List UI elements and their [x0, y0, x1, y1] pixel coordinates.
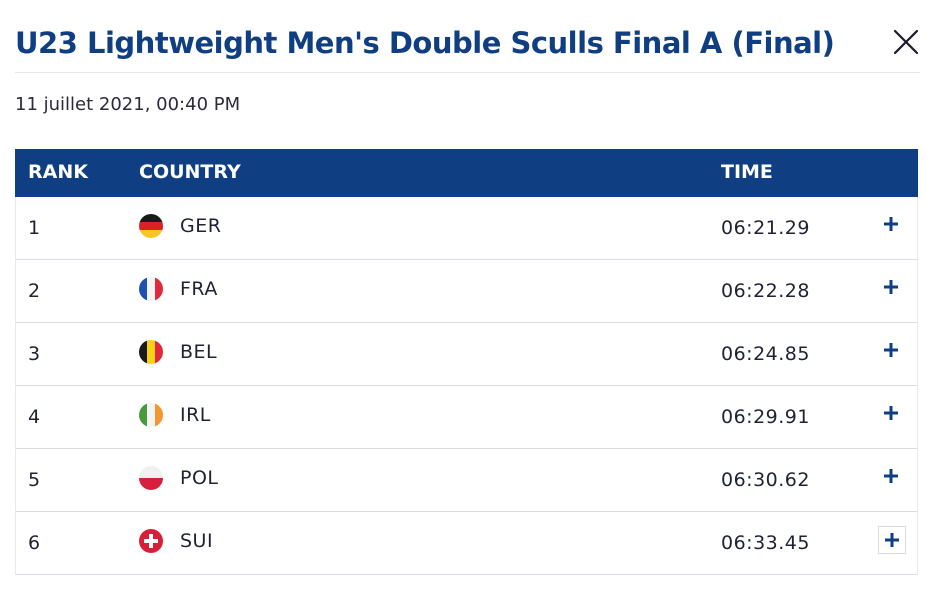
- table-row: 5 POL 06:30.62: [15, 449, 918, 512]
- france-flag-icon: [139, 277, 163, 301]
- rank-cell: 3: [28, 343, 41, 365]
- expand-row-button[interactable]: [878, 337, 906, 365]
- rank-cell: 2: [28, 280, 41, 302]
- country-code: FRA: [180, 278, 218, 300]
- time-cell: 06:24.85: [721, 343, 810, 365]
- table-row: 4 IRL 06:29.91: [15, 386, 918, 449]
- close-button[interactable]: [892, 28, 920, 56]
- country-code: POL: [180, 467, 219, 489]
- results-table: RANK COUNTRY TIME 1 GER 06:21.29: [15, 149, 918, 575]
- plus-icon: [884, 469, 898, 483]
- event-date: 11 juillet 2021, 00:40 PM: [15, 94, 241, 115]
- column-header-country: COUNTRY: [139, 161, 241, 183]
- page-title: U23 Lightweight Men's Double Sculls Fina…: [15, 26, 835, 60]
- column-header-rank: RANK: [28, 161, 88, 183]
- rank-cell: 6: [28, 532, 41, 554]
- plus-icon: [884, 406, 898, 420]
- plus-icon: [884, 217, 898, 231]
- table-row: 2 FRA 06:22.28: [15, 260, 918, 323]
- rank-cell: 1: [28, 217, 41, 239]
- poland-flag-icon: [139, 466, 163, 490]
- time-cell: 06:21.29: [721, 217, 810, 239]
- belgium-flag-icon: [139, 340, 163, 364]
- modal-header: U23 Lightweight Men's Double Sculls Fina…: [15, 22, 920, 73]
- table-row: 1 GER 06:21.29: [15, 197, 918, 260]
- expand-row-button[interactable]: [878, 526, 906, 554]
- table-header: RANK COUNTRY TIME: [15, 149, 918, 197]
- expand-row-button[interactable]: [878, 274, 906, 302]
- expand-row-button[interactable]: [878, 463, 906, 491]
- plus-icon: [884, 280, 898, 294]
- table-row: 3 BEL 06:24.85: [15, 323, 918, 386]
- plus-icon: [885, 533, 899, 547]
- country-code: IRL: [180, 404, 211, 426]
- time-cell: 06:29.91: [721, 406, 810, 428]
- expand-row-button[interactable]: [878, 400, 906, 428]
- country-code: GER: [180, 215, 222, 237]
- column-header-time: TIME: [721, 161, 773, 183]
- table-row: 6 SUI 06:33.45: [15, 512, 918, 575]
- plus-icon: [884, 343, 898, 357]
- switzerland-flag-icon: [139, 529, 163, 553]
- time-cell: 06:33.45: [721, 532, 810, 554]
- time-cell: 06:30.62: [721, 469, 810, 491]
- ireland-flag-icon: [139, 403, 163, 427]
- time-cell: 06:22.28: [721, 280, 810, 302]
- expand-row-button[interactable]: [878, 211, 906, 239]
- country-code: BEL: [180, 341, 218, 363]
- rank-cell: 5: [28, 469, 41, 491]
- germany-flag-icon: [139, 214, 163, 238]
- close-icon: [893, 29, 919, 55]
- country-code: SUI: [180, 530, 214, 552]
- rank-cell: 4: [28, 406, 41, 428]
